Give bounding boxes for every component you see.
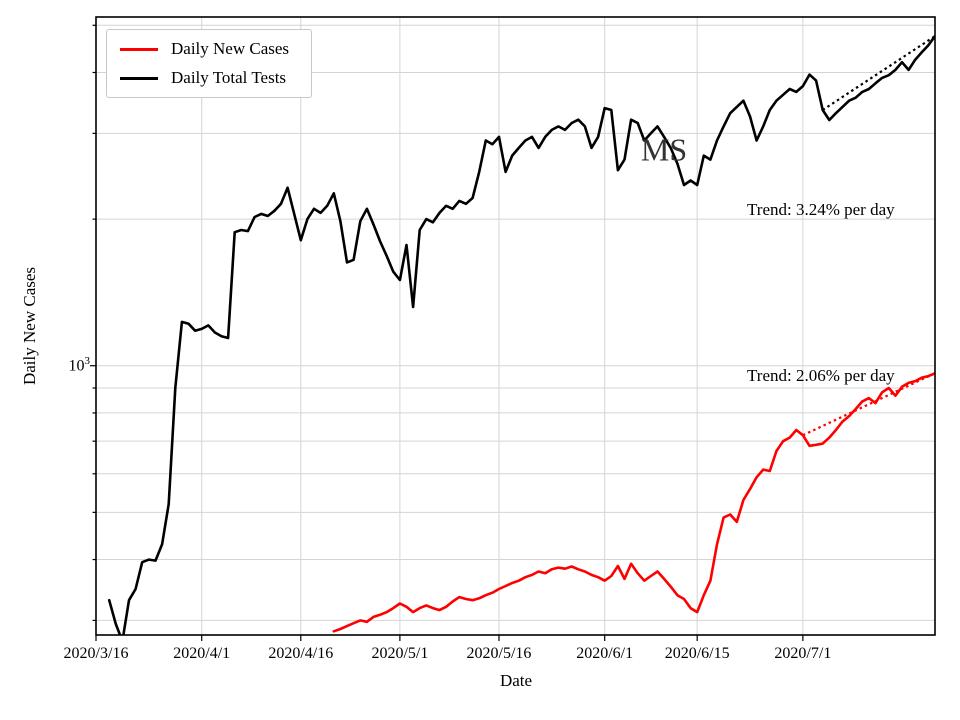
trend-annotation-cases: Trend: 2.06% per day <box>747 366 895 385</box>
series-line-daily-new-cases <box>332 371 935 633</box>
x-tick-label: 2020/7/1 <box>774 645 831 662</box>
x-tick-label: 2020/6/1 <box>576 645 633 662</box>
legend-swatch-black-line <box>120 76 158 80</box>
x-axis-label: Date <box>499 671 533 690</box>
plot-border <box>95 16 936 636</box>
x-tick-label: 2020/6/15 <box>665 645 730 662</box>
legend-label-daily-new-cases: Daily New Cases <box>171 39 290 58</box>
x-tick-label: 2020/5/16 <box>467 645 532 662</box>
x-tick-label: 2020/4/16 <box>268 645 333 662</box>
x-tick-label: 2020/4/1 <box>173 645 230 662</box>
x-tick-label: 2020/5/1 <box>371 645 428 662</box>
y-tick-label-1000: 103 <box>52 355 91 375</box>
trend-annotation-tests: Trend: 3.24% per day <box>747 200 895 219</box>
y-tick-base: 10 <box>68 357 85 375</box>
legend-item-daily-new-cases: Daily New Cases <box>120 39 289 59</box>
legend-item-daily-total-tests: Daily Total Tests <box>120 68 289 88</box>
state-annotation: MS <box>640 131 688 168</box>
trend-line-daily-new-cases <box>802 372 935 437</box>
y-tick-exponent: 3 <box>84 355 91 367</box>
legend-swatch-red-line <box>120 47 158 51</box>
series-line-daily-total-tests <box>107 34 935 635</box>
legend: Daily New Cases Daily Total Tests <box>106 29 313 98</box>
legend-label-daily-total-tests: Daily Total Tests <box>171 68 287 87</box>
y-axis-label: Daily New Cases <box>20 266 39 386</box>
trend-line-daily-total-tests <box>822 35 935 111</box>
x-tick-label: 2020/3/16 <box>64 645 129 662</box>
